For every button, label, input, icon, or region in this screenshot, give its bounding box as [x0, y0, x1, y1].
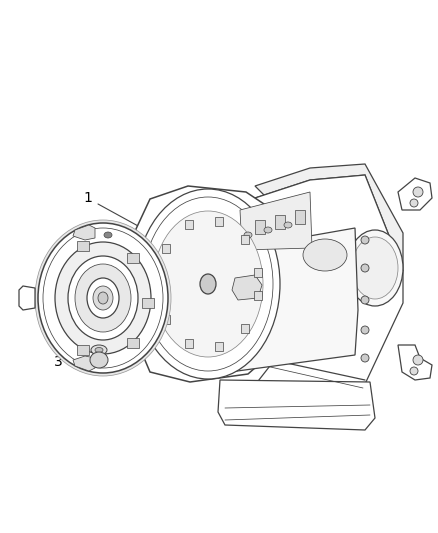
Bar: [162, 315, 170, 324]
Ellipse shape: [410, 367, 418, 375]
Ellipse shape: [264, 227, 272, 233]
Polygon shape: [73, 356, 95, 371]
Ellipse shape: [68, 256, 138, 340]
Bar: [241, 324, 249, 333]
Ellipse shape: [87, 278, 119, 318]
Ellipse shape: [55, 242, 151, 354]
Bar: [153, 279, 161, 288]
Text: 1: 1: [84, 191, 92, 205]
Bar: [142, 298, 154, 308]
Bar: [77, 241, 89, 251]
Polygon shape: [240, 192, 312, 250]
Bar: [185, 338, 193, 348]
Polygon shape: [136, 186, 280, 382]
Bar: [254, 290, 262, 300]
Ellipse shape: [361, 264, 369, 272]
Ellipse shape: [244, 232, 252, 238]
Polygon shape: [218, 380, 375, 430]
Ellipse shape: [143, 197, 273, 371]
Ellipse shape: [410, 199, 418, 207]
Bar: [215, 342, 223, 351]
Ellipse shape: [35, 220, 171, 376]
Ellipse shape: [95, 348, 103, 352]
Bar: [215, 217, 223, 226]
Ellipse shape: [75, 264, 131, 332]
Polygon shape: [255, 175, 403, 390]
Polygon shape: [19, 286, 35, 310]
Ellipse shape: [413, 355, 423, 365]
Bar: [162, 244, 170, 253]
Bar: [127, 253, 139, 263]
Ellipse shape: [153, 211, 263, 357]
Ellipse shape: [303, 239, 347, 271]
Ellipse shape: [38, 223, 168, 373]
Ellipse shape: [91, 345, 107, 355]
Ellipse shape: [90, 352, 108, 368]
Polygon shape: [73, 225, 95, 240]
Bar: [77, 345, 89, 355]
Polygon shape: [255, 164, 403, 271]
Ellipse shape: [200, 274, 216, 294]
Polygon shape: [398, 178, 432, 210]
Bar: [254, 269, 262, 277]
Bar: [185, 220, 193, 229]
Ellipse shape: [93, 286, 113, 310]
Text: 3: 3: [53, 355, 62, 369]
Polygon shape: [230, 228, 358, 372]
Ellipse shape: [347, 230, 403, 306]
Ellipse shape: [136, 189, 280, 379]
Ellipse shape: [284, 222, 292, 228]
Polygon shape: [398, 345, 432, 380]
Polygon shape: [232, 275, 262, 300]
Bar: [241, 235, 249, 244]
Ellipse shape: [361, 354, 369, 362]
Bar: [127, 338, 139, 348]
Bar: [255, 220, 265, 234]
Ellipse shape: [43, 228, 163, 368]
Ellipse shape: [361, 326, 369, 334]
Bar: [275, 215, 285, 229]
Ellipse shape: [413, 187, 423, 197]
Ellipse shape: [361, 236, 369, 244]
Ellipse shape: [98, 292, 108, 304]
Ellipse shape: [361, 296, 369, 304]
Bar: [295, 210, 305, 224]
Ellipse shape: [352, 237, 398, 299]
Ellipse shape: [104, 232, 112, 238]
